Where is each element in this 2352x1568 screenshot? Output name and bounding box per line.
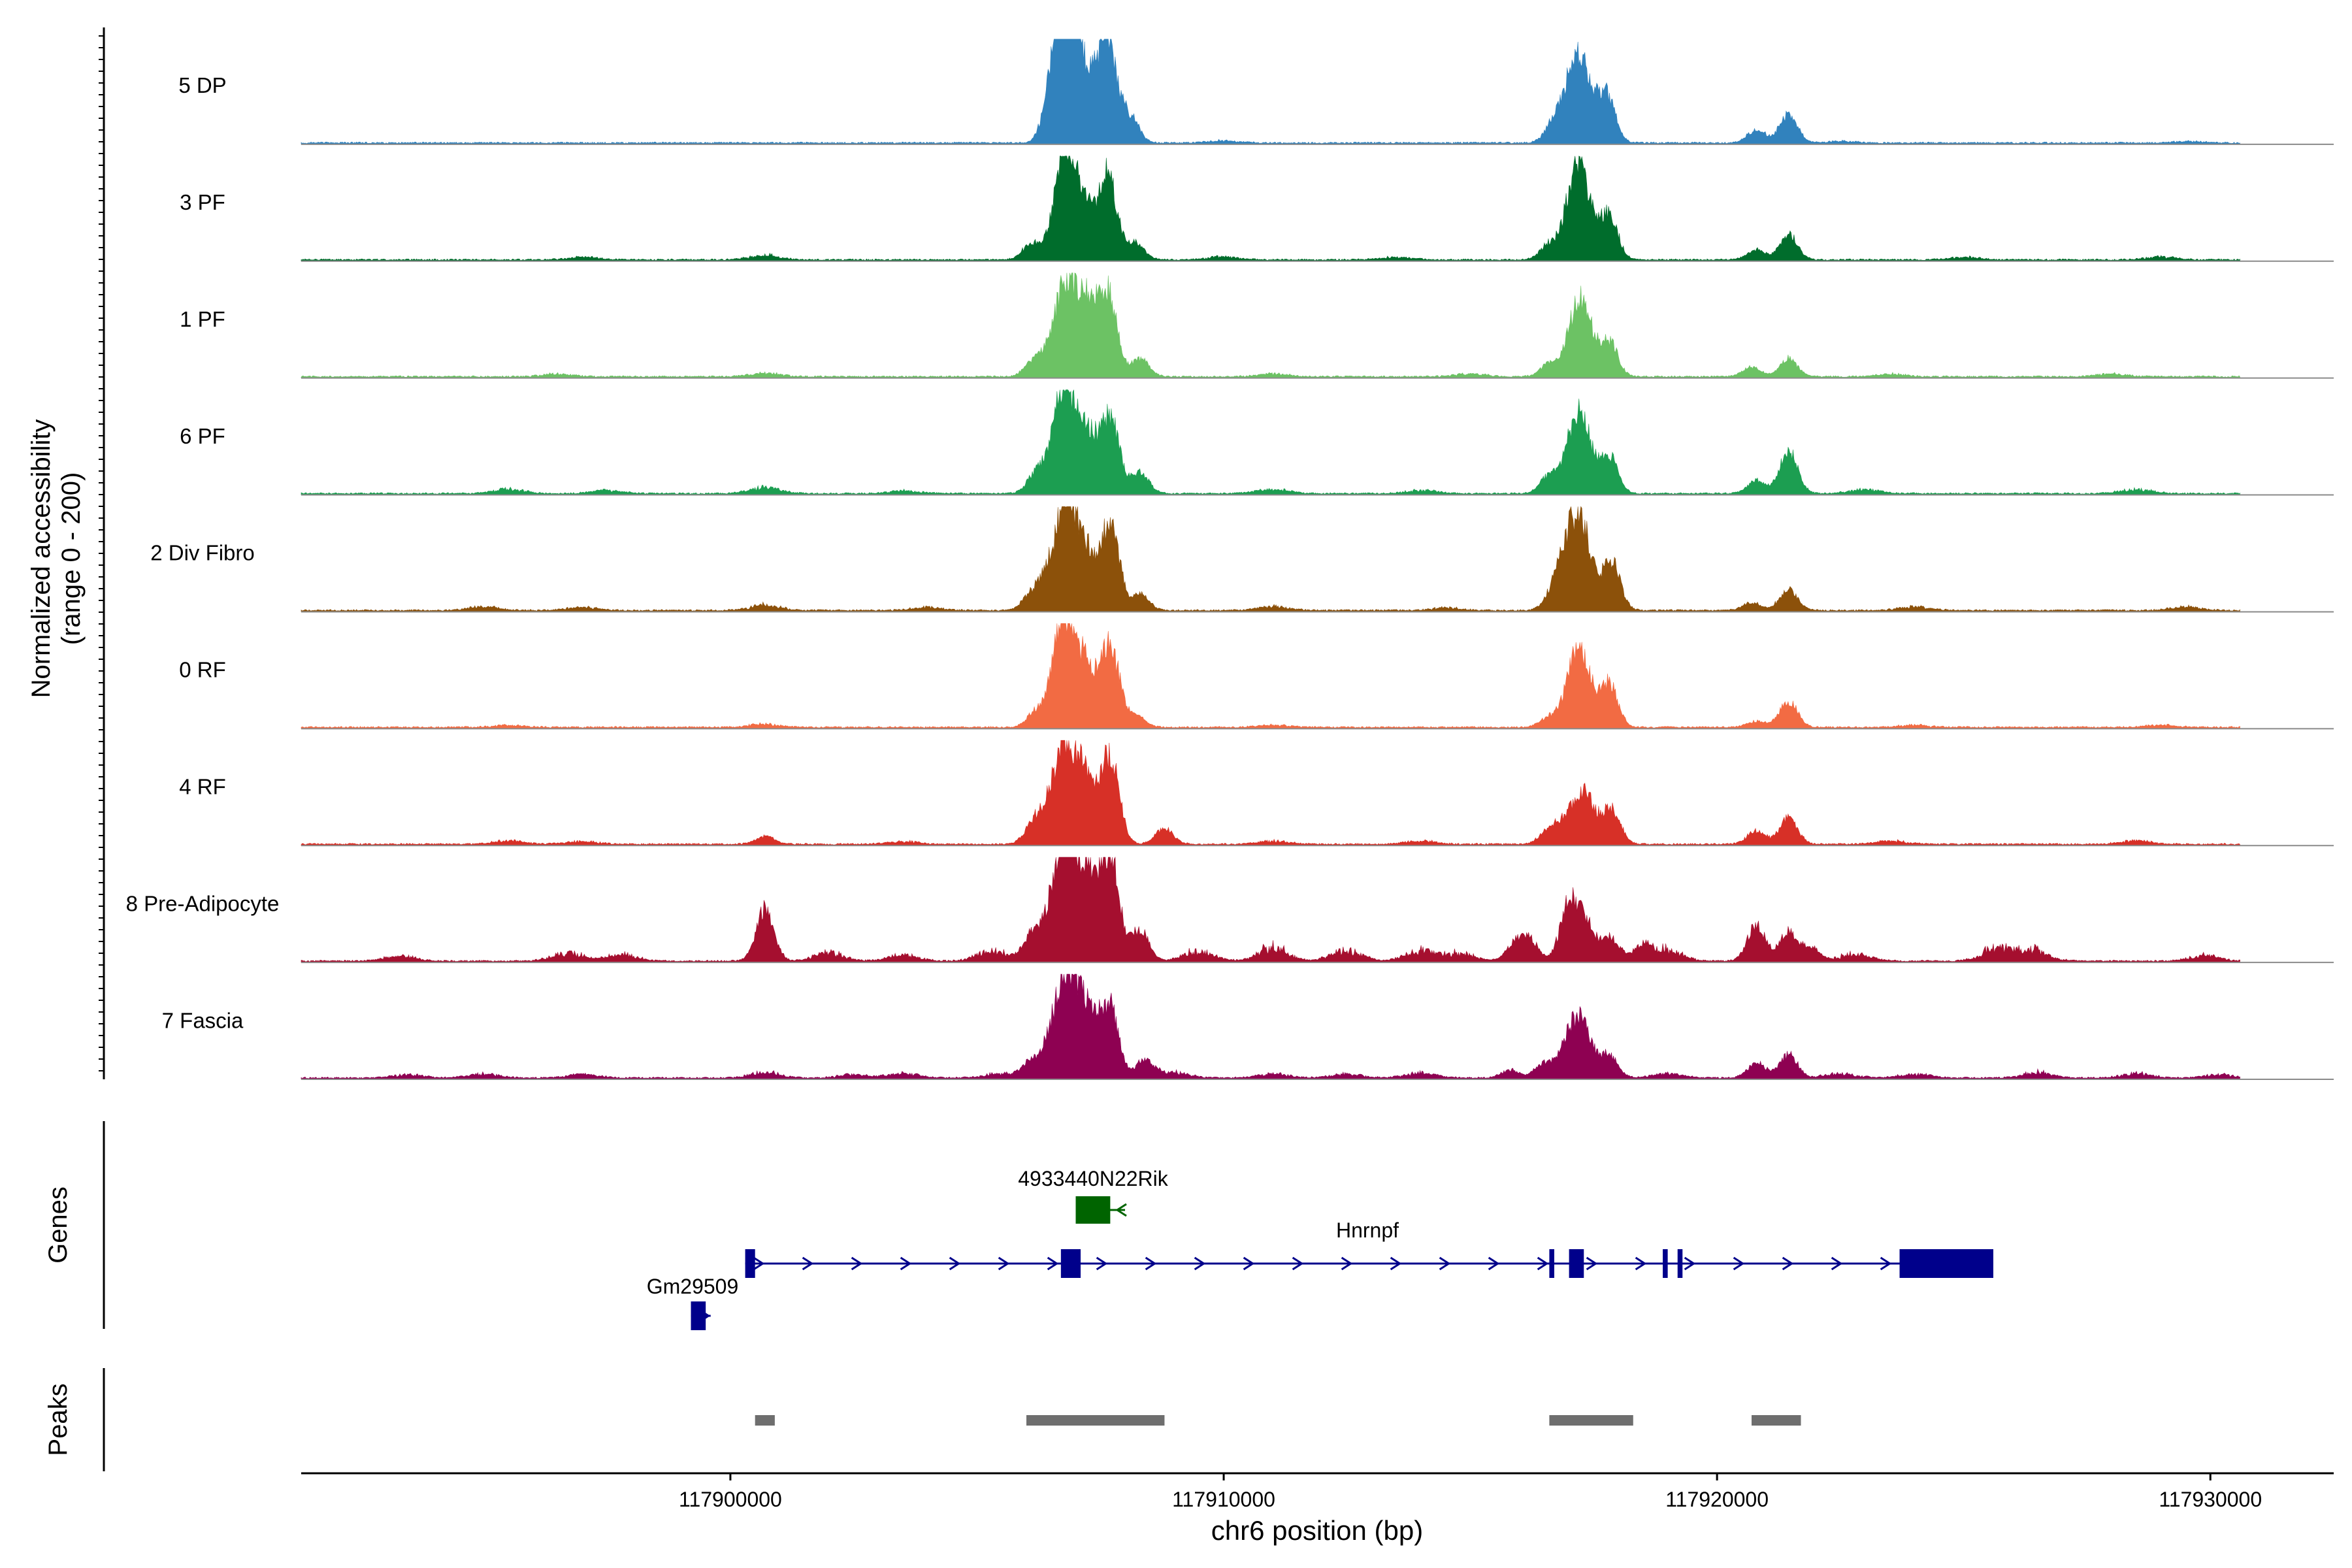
strand-arrow <box>1341 1256 1353 1271</box>
strand-arrow <box>753 1256 765 1271</box>
gene-exon <box>745 1249 755 1278</box>
coverage-axis-ticks <box>99 35 104 1071</box>
strand-arrow <box>1145 1256 1157 1271</box>
strand-arrow <box>998 1256 1010 1271</box>
strand-arrow <box>802 1256 814 1271</box>
peaks-panel: Peaks <box>44 1368 1801 1471</box>
track-signal <box>301 389 2240 495</box>
strand-arrow <box>1439 1256 1451 1271</box>
gene-exon <box>1549 1249 1554 1278</box>
x-tick-label: 117930000 <box>2159 1488 2262 1511</box>
strand-arrow <box>1390 1256 1402 1271</box>
peak-regions <box>755 1415 1801 1426</box>
track-signal <box>301 506 2240 612</box>
gene-exon <box>691 1301 706 1330</box>
strand-arrow <box>1586 1256 1598 1271</box>
gene-exon <box>1663 1249 1668 1278</box>
track-signal <box>301 623 2240 729</box>
gene-exon <box>1060 1249 1081 1278</box>
track-4-rf: 4 RF <box>179 740 2334 847</box>
x-axis-ticks: 117900000 117910000 117920000 117930000 <box>679 1473 2262 1511</box>
track-signal <box>301 39 2240 145</box>
strand-arrow <box>1733 1256 1745 1271</box>
coverage-y-label-line1: Normalized accessibility <box>27 419 56 698</box>
track-label: 2 Div Fibro <box>150 541 255 565</box>
track-0-rf: 0 RF <box>179 623 2334 730</box>
x-tick-label: 117920000 <box>1665 1488 1769 1511</box>
coverage-y-label-line2: (range 0 - 200) <box>57 472 86 645</box>
x-tick-label: 117910000 <box>1172 1488 1275 1511</box>
gene-models: Hnrnpf 4933440N22Rik Gm29509 <box>647 1167 1993 1330</box>
strand-arrow <box>1488 1256 1500 1271</box>
track-2-div-fibro: 2 Div Fibro <box>150 506 2334 613</box>
track-label: 0 RF <box>179 658 226 682</box>
track-signal <box>301 740 2240 846</box>
track-label: 3 PF <box>180 190 225 214</box>
gene-label: Gm29509 <box>647 1275 739 1298</box>
gene-hnrnpf: Hnrnpf <box>745 1218 1993 1278</box>
x-tick-label: 117900000 <box>679 1488 782 1511</box>
track-signal <box>301 973 2240 1080</box>
gene-4933440n22rik: 4933440N22Rik <box>1018 1167 1169 1224</box>
track-8-pre-adipocyte: 8 Pre-Adipocyte <box>126 857 2334 964</box>
peaks-panel-label: Peaks <box>44 1383 73 1456</box>
gene-label: 4933440N22Rik <box>1018 1167 1169 1190</box>
genes-panel: Genes Hnrnpf 4933440N22Rik Gm29509 <box>44 1121 1993 1330</box>
track-7-fascia: 7 Fascia <box>162 973 2334 1080</box>
gene-exon <box>1075 1196 1111 1224</box>
strand-arrow <box>1537 1256 1549 1271</box>
coverage-y-axis: Normalized accessibility (range 0 - 200) <box>27 27 105 1079</box>
track-signal <box>301 857 2240 963</box>
gene-gm29509: Gm29509 <box>647 1275 739 1330</box>
track-label: 8 Pre-Adipocyte <box>126 891 280 915</box>
peak-region <box>755 1415 775 1426</box>
peak-region <box>1026 1415 1165 1426</box>
track-label: 5 DP <box>178 73 226 97</box>
coverage-tracks: 5 DP 3 PF 1 PF 6 PF 2 Div Fibro 0 RF 4 RF 8 Pre… <box>126 39 2334 1080</box>
strand-arrow <box>1096 1256 1108 1271</box>
strand-arrow <box>900 1256 912 1271</box>
strand-arrow <box>949 1256 961 1271</box>
gene-exon <box>1677 1249 1683 1278</box>
genes-panel-label: Genes <box>44 1186 73 1264</box>
strand-arrow <box>1831 1256 1843 1271</box>
track-3-pf: 3 PF <box>180 155 2334 262</box>
strand-arrow <box>1782 1256 1794 1271</box>
x-axis-title: chr6 position (bp) <box>1211 1515 1424 1546</box>
strand-arrow <box>1194 1256 1206 1271</box>
strand-arrow <box>1684 1256 1696 1271</box>
gene-label: Hnrnpf <box>1336 1218 1399 1242</box>
peak-region <box>1549 1415 1633 1426</box>
strand-arrow <box>851 1256 863 1271</box>
gene-exon <box>1569 1249 1584 1278</box>
track-label: 7 Fascia <box>162 1008 244 1032</box>
strand-arrow <box>1635 1256 1647 1271</box>
track-6-pf: 6 PF <box>180 389 2334 496</box>
peak-region <box>1751 1415 1801 1426</box>
track-signal <box>301 155 2240 262</box>
gene-exon <box>1899 1249 1993 1278</box>
strand-arrow <box>1047 1256 1059 1271</box>
strand-arrow <box>1115 1203 1127 1217</box>
track-1-pf: 1 PF <box>180 272 2334 379</box>
track-label: 6 PF <box>180 424 225 448</box>
strand-arrow <box>1243 1256 1255 1271</box>
track-signal <box>301 272 2240 378</box>
track-5-dp: 5 DP <box>178 39 2334 145</box>
track-label: 1 PF <box>180 307 225 331</box>
strand-arrow <box>1292 1256 1304 1271</box>
strand-arrow <box>1880 1256 1892 1271</box>
x-axis: 117900000 117910000 117920000 117930000 chr… <box>301 1472 2334 1546</box>
track-label: 4 RF <box>179 775 226 799</box>
